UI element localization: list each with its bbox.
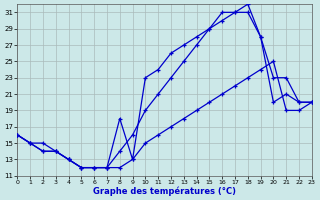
X-axis label: Graphe des températures (°C): Graphe des températures (°C) bbox=[93, 186, 236, 196]
